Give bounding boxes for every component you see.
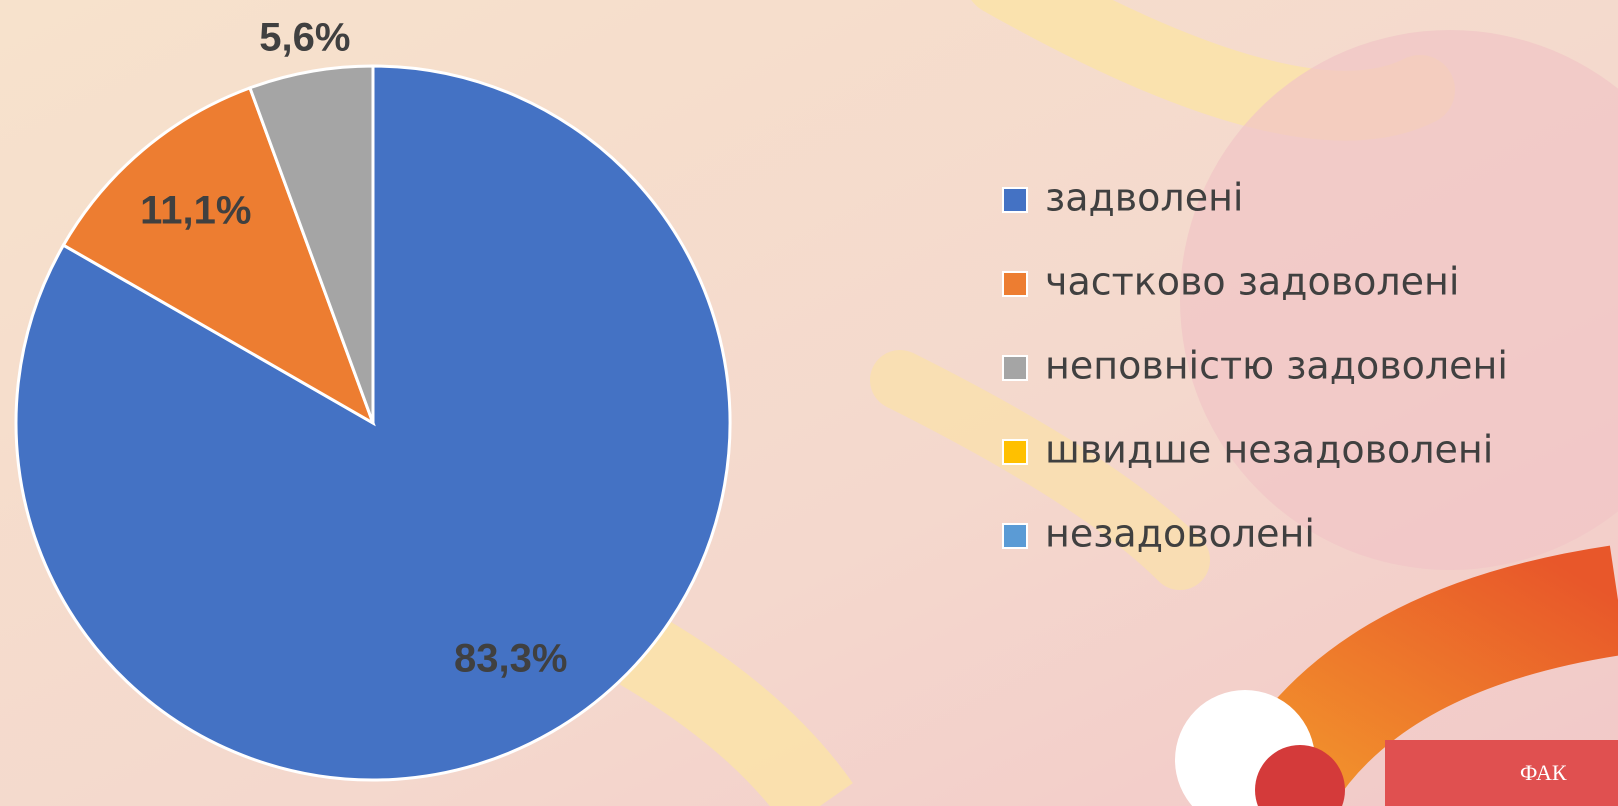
legend-swatch bbox=[1003, 524, 1027, 548]
legend-label: задволені bbox=[1045, 176, 1243, 220]
legend-swatch bbox=[1003, 188, 1027, 212]
legend-swatch bbox=[1003, 356, 1027, 380]
legend-label: незадоволені bbox=[1045, 512, 1315, 556]
data-label: 5,6% bbox=[259, 15, 350, 59]
legend-swatch bbox=[1003, 272, 1027, 296]
legend-label: частково задоволені bbox=[1045, 260, 1459, 304]
legend-swatch bbox=[1003, 440, 1027, 464]
logo-box bbox=[1385, 740, 1618, 806]
legend-label: швидше незадоволені bbox=[1045, 428, 1493, 472]
legend-label: неповністю задоволені bbox=[1045, 344, 1508, 388]
data-label: 83,3% bbox=[454, 636, 567, 680]
chart: ФАК 83,3% 11,1% 5,6% задволені частково зад… bbox=[0, 0, 1618, 806]
logo-text: ФАК bbox=[1520, 760, 1567, 785]
page: ФАК 83,3% 11,1% 5,6% задволені частково зад… bbox=[0, 0, 1618, 806]
data-label: 11,1% bbox=[140, 188, 251, 232]
